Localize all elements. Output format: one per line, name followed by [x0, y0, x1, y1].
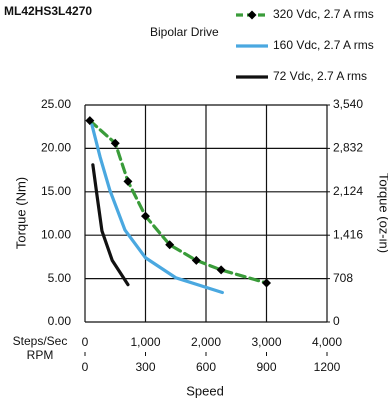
series-line: [91, 163, 130, 287]
x2-tick-label: 900: [256, 360, 276, 374]
x2-tick-label: 600: [196, 360, 216, 374]
chart-title: ML42HS3L4270: [4, 4, 92, 18]
y2-tick-label: 2,124: [333, 184, 363, 198]
y-tick-label: 10.00: [41, 227, 71, 241]
y2-tick-label: 2,832: [333, 141, 363, 155]
x-axis-label: Steps/Sec: [13, 334, 68, 348]
data-point: [141, 211, 150, 221]
y2-tick-label: 3,540: [333, 97, 363, 111]
x-tick-label: 3,000: [251, 335, 281, 349]
data-point: [165, 240, 175, 250]
y-tick-label: 5.00: [48, 271, 72, 285]
data-point: [85, 116, 95, 126]
data-point: [262, 278, 271, 288]
legend-label: 320 Vdc, 2.7 A rms: [273, 7, 374, 21]
x-tick-label: 0: [82, 335, 89, 349]
y2-axis-title: Torque (oz-in): [377, 173, 388, 253]
y2-tick-label: 0: [333, 314, 340, 328]
legend-label: 160 Vdc, 2.7 A rms: [273, 38, 374, 52]
y2-tick-label: 708: [333, 271, 353, 285]
x2-tick-label: 0: [82, 360, 89, 374]
data-point: [216, 265, 226, 275]
data-point: [123, 176, 133, 186]
y2-tick-label: 1,416: [333, 227, 363, 241]
y-tick-label: 25.00: [41, 97, 71, 111]
x2-tick-label: 1200: [314, 360, 341, 374]
data-point: [191, 255, 201, 265]
x2-tick-label: 300: [135, 360, 155, 374]
y-tick-label: 15.00: [41, 184, 71, 198]
x-tick-label: 4,000: [312, 335, 342, 349]
series-line: [88, 119, 269, 285]
legend-marker: [247, 10, 257, 20]
y-tick-label: 20.00: [41, 141, 71, 155]
y-tick-label: 0.00: [48, 314, 72, 328]
y-axis-title: Torque (Nm): [13, 177, 28, 249]
x-tick-label: 1,000: [130, 335, 160, 349]
series-line: [90, 123, 224, 295]
x-tick-label: 2,000: [191, 335, 221, 349]
data-point: [110, 138, 120, 148]
chart-subtitle: Bipolar Drive: [150, 25, 219, 39]
x-axis-title: Speed: [186, 383, 224, 398]
x2-axis-label: RPM: [27, 348, 54, 362]
legend-label: 72 Vdc, 2.7 A rms: [273, 69, 367, 83]
